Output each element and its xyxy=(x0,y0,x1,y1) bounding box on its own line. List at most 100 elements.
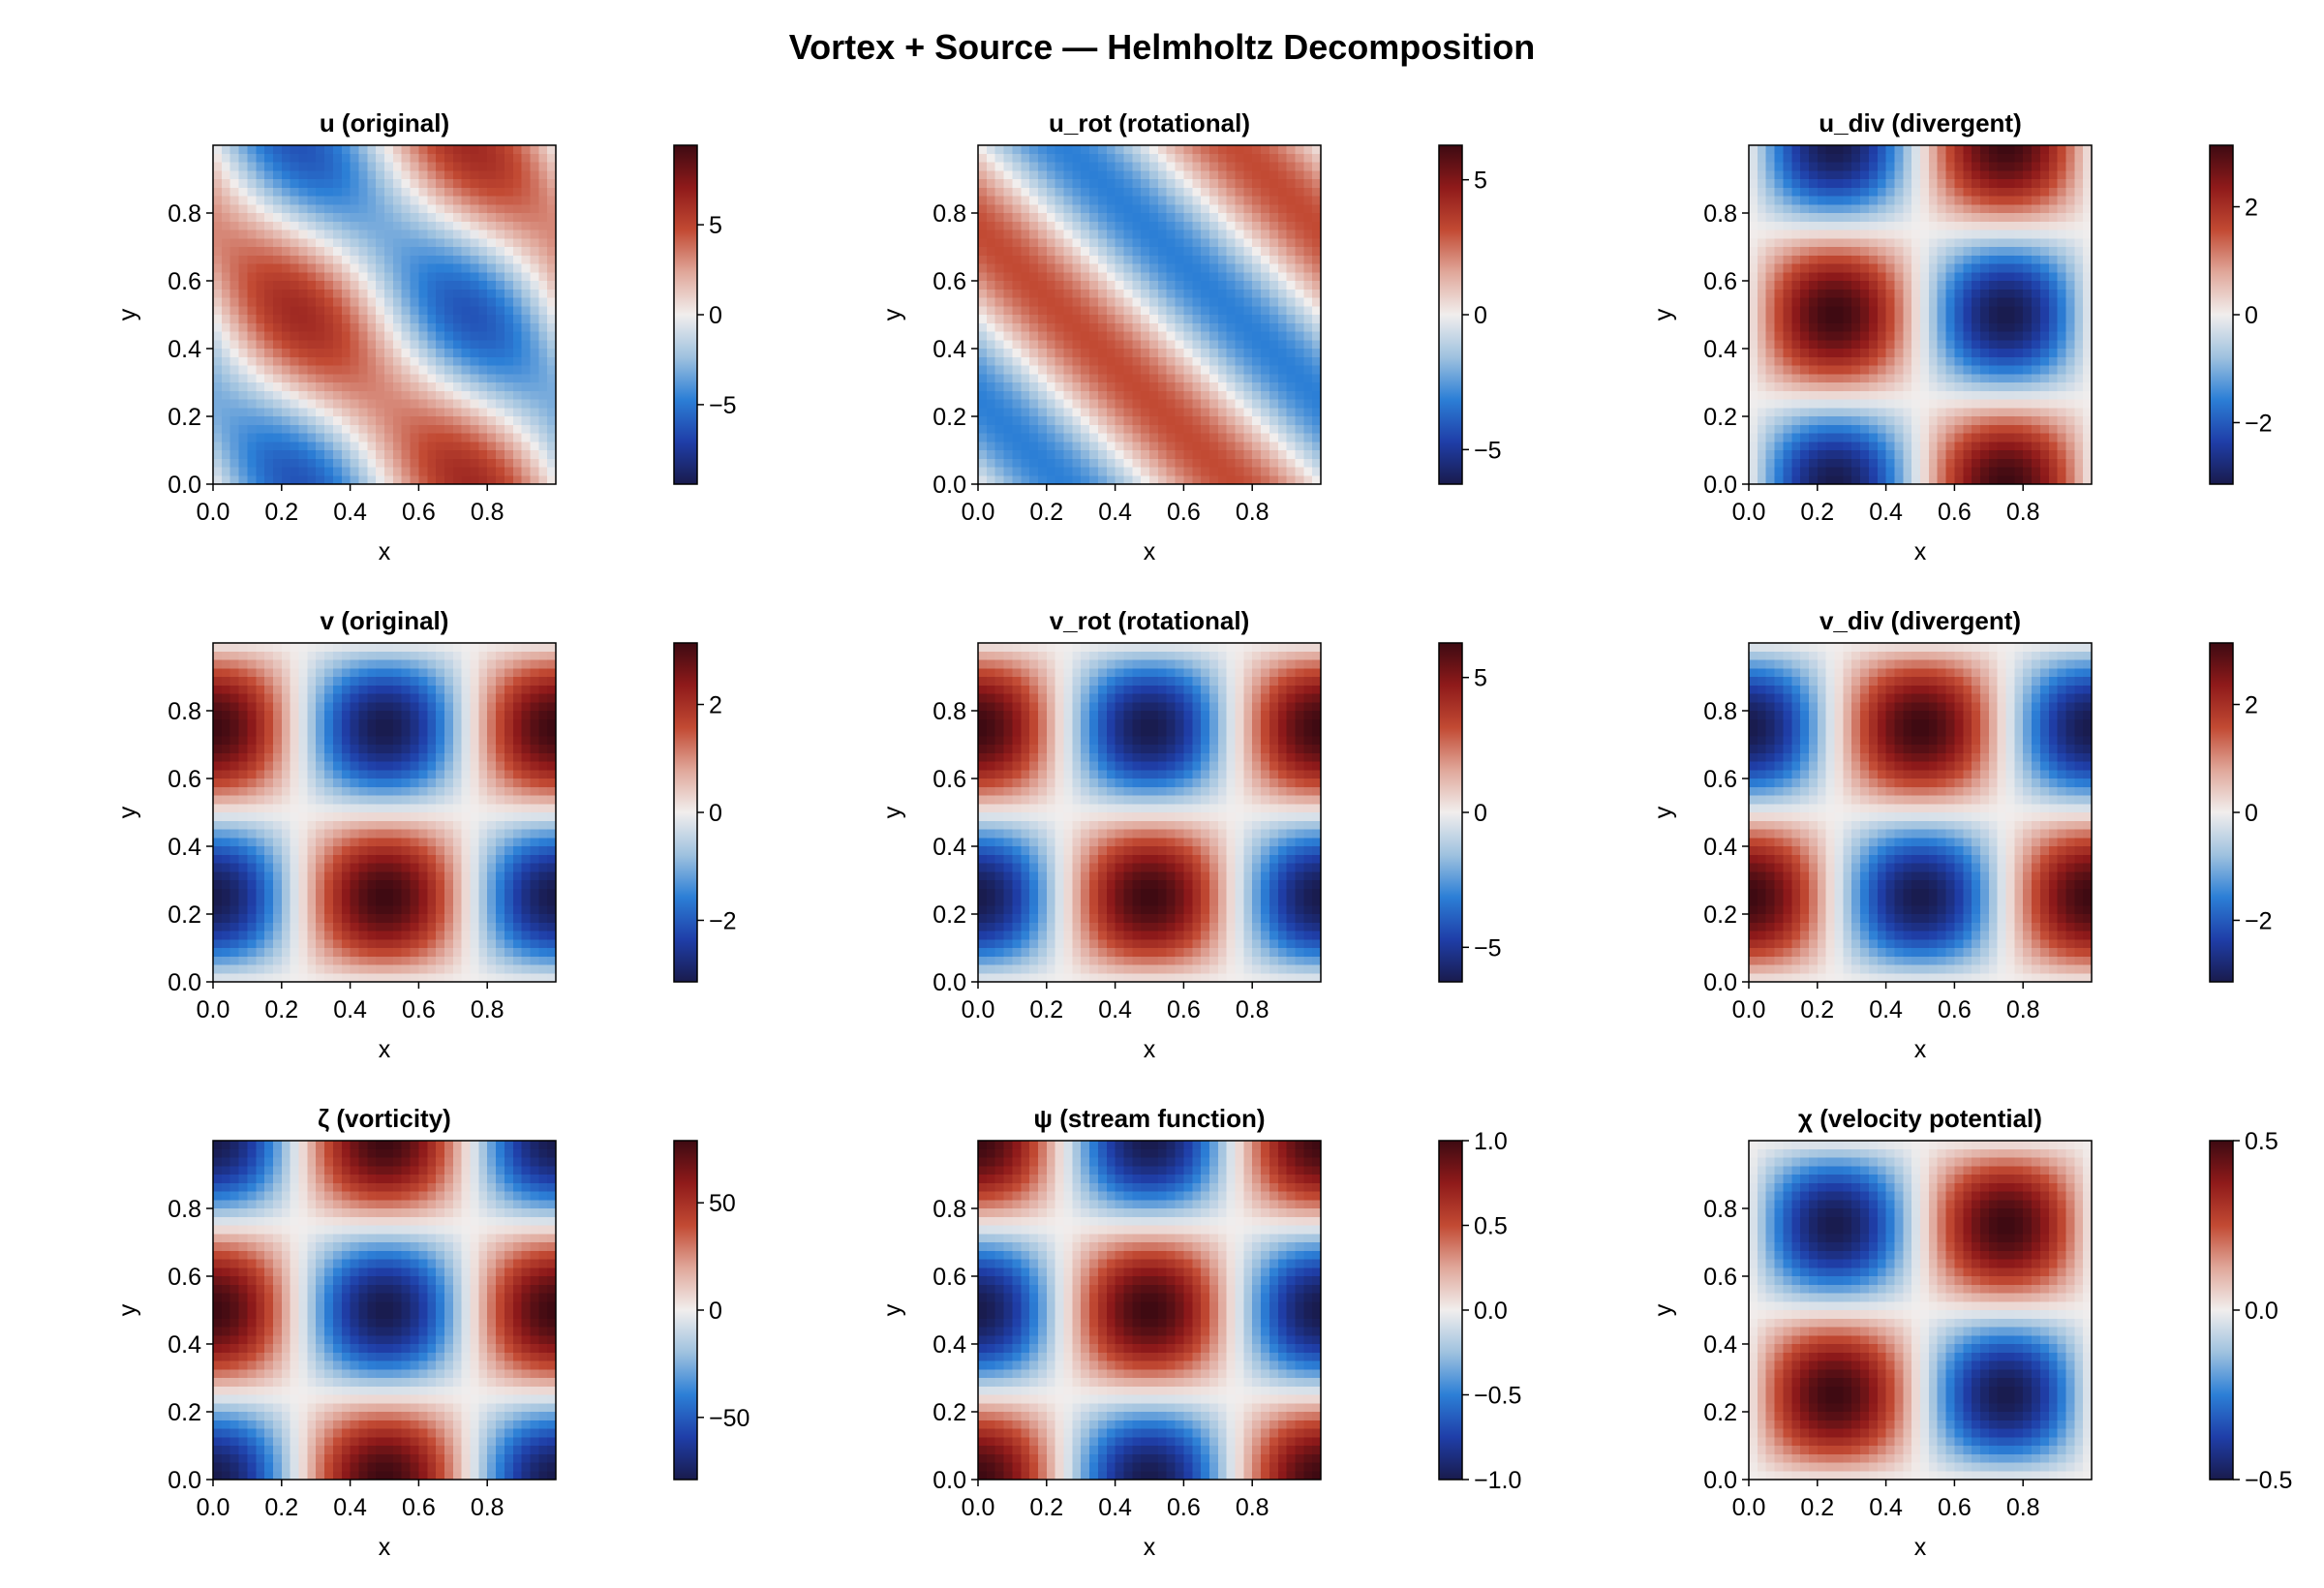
x-tick-label: 0.0 xyxy=(1732,996,1766,1023)
y-tick-label: 0.6 xyxy=(168,268,201,295)
y-tick-label: 0.6 xyxy=(1703,1264,1737,1291)
x-tick-label: 0.4 xyxy=(333,499,367,526)
y-tick-label: 0.0 xyxy=(933,472,966,499)
y-tick-label: 0.0 xyxy=(168,969,201,996)
y-tick-label: 0.8 xyxy=(933,1196,966,1223)
colorbar-tick-label: −1.0 xyxy=(1474,1467,1521,1494)
heatmap-image xyxy=(1749,1141,2092,1480)
panel-title: v (original) xyxy=(321,606,449,635)
x-tick-label: 0.4 xyxy=(1098,499,1132,526)
x-tick-label: 0.2 xyxy=(264,996,298,1023)
x-tick-label: 0.6 xyxy=(1938,499,1972,526)
y-tick-label: 0.6 xyxy=(168,766,201,793)
heatmap-image xyxy=(978,1141,1321,1480)
y-tick-label: 0.2 xyxy=(168,1399,201,1426)
y-tick-label: 0.8 xyxy=(1703,698,1737,725)
panel-title: ψ (stream function) xyxy=(1033,1104,1265,1133)
y-axis-label: y xyxy=(879,1303,906,1316)
colorbar-tick-label: 0 xyxy=(709,1298,722,1325)
panel-9: χ (velocity potential) 0.0 0.2 0.4 0.6 0.8 0.0… xyxy=(1650,1104,2292,1561)
y-tick-label: 0.4 xyxy=(168,834,201,861)
colorbar-tick-label: 2 xyxy=(2245,692,2258,719)
x-tick-label: 0.6 xyxy=(1938,1494,1972,1521)
x-tick-label: 0.6 xyxy=(1167,1494,1201,1521)
x-tick-label: 0.8 xyxy=(471,996,505,1023)
panel-title: ζ (vorticity) xyxy=(318,1104,451,1133)
plot-frame xyxy=(212,642,557,983)
x-axis-label: x xyxy=(1144,1036,1156,1063)
colorbar-tick-label: −2 xyxy=(709,907,737,934)
y-tick-label: 0.2 xyxy=(933,1399,966,1426)
y-axis-label: y xyxy=(1650,308,1677,321)
x-axis-label: x xyxy=(1144,538,1156,565)
x-tick-label: 0.6 xyxy=(1167,996,1201,1023)
colorbar-tick-label: −2 xyxy=(2245,907,2273,934)
y-tick-label: 0.4 xyxy=(933,834,966,861)
x-tick-label: 0.4 xyxy=(333,1494,367,1521)
colorbar-tick-label: 1.0 xyxy=(1474,1128,1508,1155)
x-tick-label: 0.2 xyxy=(1800,1494,1834,1521)
plot-frame xyxy=(1748,144,2093,485)
x-tick-label: 0.4 xyxy=(1869,1494,1903,1521)
colorbar xyxy=(674,145,697,484)
x-tick-label: 0.4 xyxy=(1098,1494,1132,1521)
x-tick-label: 0.8 xyxy=(2006,1494,2040,1521)
x-tick-label: 0.2 xyxy=(264,1494,298,1521)
colorbar xyxy=(2210,145,2233,484)
plot-frame xyxy=(212,1140,557,1481)
x-tick-label: 0.4 xyxy=(1098,996,1132,1023)
y-tick-label: 0.8 xyxy=(1703,200,1737,228)
panel-6: v_div (divergent) 0.0 0.2 0.4 0.6 0.8 0.0 0.2 0.… xyxy=(1650,606,2273,1063)
colorbar-tick-label: 5 xyxy=(1474,168,1487,195)
colorbar-tick-label: 0.0 xyxy=(1474,1298,1508,1325)
y-tick-label: 0.6 xyxy=(933,1264,966,1291)
panel-4: v (original) 0.0 0.2 0.4 0.6 0.8 0.0 0.2 0.4 0.6 0… xyxy=(114,606,737,1063)
panel-8: ψ (stream function) 0.0 0.2 0.4 0.6 0.8 0.0 0.2… xyxy=(879,1104,1521,1561)
y-tick-label: 0.4 xyxy=(1703,834,1737,861)
colorbar-tick-label: −2 xyxy=(2245,410,2273,437)
colorbar xyxy=(2210,1141,2233,1480)
plot-frame xyxy=(977,1140,1322,1481)
y-tick-label: 0.2 xyxy=(1703,901,1737,929)
heatmap-image xyxy=(1749,145,2092,484)
plot-frame xyxy=(1748,1140,2093,1481)
colorbar-tick-label: 2 xyxy=(2245,195,2258,222)
colorbar-tick-label: −0.5 xyxy=(1474,1383,1521,1410)
x-axis-label: x xyxy=(1914,1036,1927,1063)
x-axis-label: x xyxy=(379,1036,391,1063)
heatmap-image xyxy=(213,1141,556,1480)
colorbar-tick-label: −5 xyxy=(709,392,737,419)
y-axis-label: y xyxy=(114,308,141,321)
x-tick-label: 0.8 xyxy=(1236,996,1269,1023)
colorbar-tick-label: 5 xyxy=(709,212,722,239)
colorbar-tick-label: 0 xyxy=(709,302,722,329)
colorbar xyxy=(674,1141,697,1480)
y-tick-label: 0.2 xyxy=(1703,404,1737,431)
colorbar-tick-label: 50 xyxy=(709,1190,736,1217)
x-axis-label: x xyxy=(1914,1534,1927,1561)
y-tick-label: 0.0 xyxy=(1703,969,1737,996)
colorbar-tick-label: 2 xyxy=(709,692,722,719)
x-tick-label: 0.2 xyxy=(1800,996,1834,1023)
colorbar-tick-label: −0.5 xyxy=(2245,1467,2292,1494)
x-tick-label: 0.2 xyxy=(1029,499,1063,526)
panel-1: u (original) 0.0 0.2 0.4 0.6 0.8 0.0 0.2 0.4 0.6 0… xyxy=(114,108,737,565)
y-tick-label: 0.8 xyxy=(168,1196,201,1223)
x-tick-label: 0.0 xyxy=(197,499,230,526)
y-axis-label: y xyxy=(1650,806,1677,818)
colorbar xyxy=(1439,1141,1462,1480)
colorbar-tick-label: −5 xyxy=(1474,437,1502,464)
panel-title: χ (velocity potential) xyxy=(1798,1104,2042,1133)
colorbar xyxy=(1439,643,1462,982)
x-tick-label: 0.8 xyxy=(2006,996,2040,1023)
panel-title: v_div (divergent) xyxy=(1819,606,2021,635)
plot-frame xyxy=(977,642,1322,983)
x-axis-label: x xyxy=(379,1534,391,1561)
x-tick-label: 0.0 xyxy=(197,1494,230,1521)
heatmap-image xyxy=(213,643,556,982)
x-tick-label: 0.4 xyxy=(1869,996,1903,1023)
y-tick-label: 0.4 xyxy=(1703,336,1737,363)
panel-7: ζ (vorticity) 0.0 0.2 0.4 0.6 0.8 0.0 0.2 0.4 0.6… xyxy=(114,1104,749,1561)
y-axis-label: y xyxy=(114,1303,141,1316)
panel-title: u (original) xyxy=(320,108,449,137)
